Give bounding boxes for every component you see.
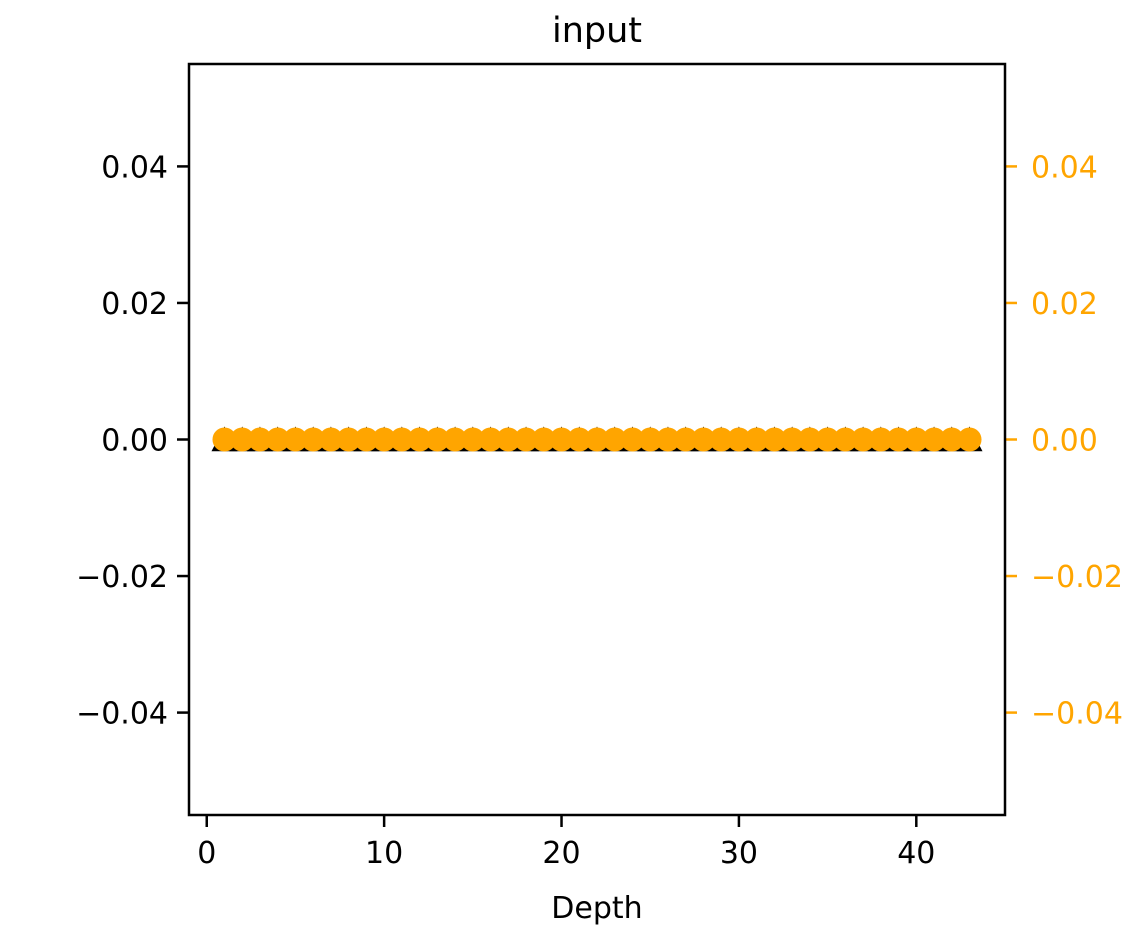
data-point-circle [655, 427, 680, 452]
chart-title: input [552, 11, 642, 51]
data-point-circle [389, 427, 414, 452]
series-circle [212, 427, 982, 452]
left-y-tick-label: −0.02 [76, 560, 168, 595]
left-y-axis: 0.04 0.02 0.00 −0.02 −0.04 [76, 150, 189, 732]
data-point-circle [443, 427, 468, 452]
data-point-circle [336, 427, 361, 452]
data-point-circle [301, 427, 326, 452]
data-point-circle [407, 427, 432, 452]
right-y-tick-label: 0.00 [1031, 424, 1098, 459]
data-point-circle [780, 427, 805, 452]
left-y-tick-label: 0.00 [101, 424, 168, 459]
left-y-tick-label: −0.04 [76, 697, 168, 732]
data-point-circle [212, 427, 237, 452]
x-tick-label: 0 [197, 836, 216, 871]
right-y-tick-label: −0.02 [1031, 560, 1123, 595]
data-point-circle [549, 427, 574, 452]
plot-frame [187, 62, 1007, 817]
x-tick-label: 10 [365, 836, 403, 871]
data-point-circle [514, 427, 539, 452]
right-y-tick-label: 0.02 [1031, 287, 1098, 322]
data-point-circle [691, 427, 716, 452]
data-point-circle [283, 427, 308, 452]
data-point-circle [354, 427, 379, 452]
x-tick-label: 30 [720, 836, 758, 871]
right-y-axis: 0.04 0.02 0.00 −0.02 −0.04 [1005, 150, 1123, 732]
data-point-circle [265, 427, 290, 452]
data-point-circle [886, 427, 911, 452]
y-axis-label: Number of genotypes [%] [10, 246, 45, 633]
data-point-circle [318, 427, 343, 452]
y-axis-label-clip: Number of genotypes [%] [10, 246, 45, 633]
data-point-circle [496, 427, 521, 452]
data-point-circle [425, 427, 450, 452]
data-point-circle [762, 427, 787, 452]
data-point-circle [744, 427, 769, 452]
right-y-tick-label: 0.04 [1031, 150, 1098, 185]
right-y-tick-label: −0.04 [1031, 697, 1123, 732]
data-point-circle [673, 427, 698, 452]
x-tick-label: 40 [897, 836, 935, 871]
data-point-circle [957, 427, 982, 452]
plot-markers [211, 426, 983, 452]
data-point-circle [709, 427, 734, 452]
data-point-circle [797, 427, 822, 452]
data-point-circle [478, 427, 503, 452]
data-point-circle [230, 427, 255, 452]
data-point-circle [602, 427, 627, 452]
data-point-circle [939, 427, 964, 452]
data-point-circle [833, 427, 858, 452]
data-point-circle [247, 427, 272, 452]
x-axis: 0 10 20 30 40 [197, 815, 935, 871]
data-point-circle [851, 427, 876, 452]
data-point-circle [638, 427, 663, 452]
x-axis-label: Depth [551, 891, 642, 926]
data-point-circle [531, 427, 556, 452]
data-point-circle [620, 427, 645, 452]
data-point-circle [815, 427, 840, 452]
data-point-circle [904, 427, 929, 452]
data-point-circle [585, 427, 609, 452]
data-point-circle [372, 427, 397, 452]
data-point-circle [460, 427, 485, 452]
data-point-circle [726, 427, 751, 452]
data-point-circle [922, 427, 947, 452]
left-y-tick-label: 0.04 [101, 150, 168, 185]
data-point-circle [567, 427, 592, 452]
left-y-tick-label: 0.02 [101, 287, 168, 322]
data-point-circle [868, 427, 893, 452]
x-tick-label: 20 [542, 836, 580, 871]
